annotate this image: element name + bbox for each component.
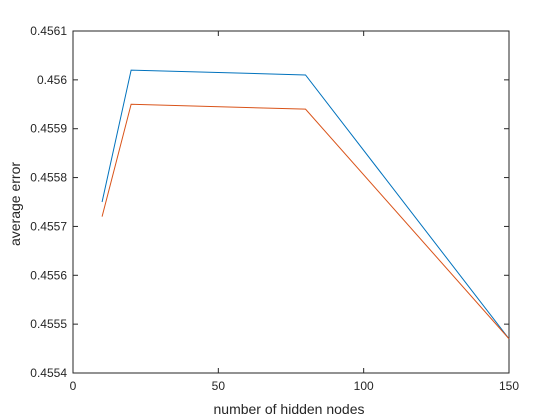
axes-box	[72, 30, 510, 374]
x-tick-label: 100	[354, 379, 374, 393]
y-axis-ticks: 0.4554 0.4555 0.4556 0.4557 0.4558 0.4559 0.45…	[30, 24, 509, 380]
series-line-2	[101, 103, 510, 340]
y-tick-label: 0.4559	[30, 122, 67, 136]
y-tick-label: 0.4554	[30, 366, 67, 380]
y-axis-label: average error	[7, 162, 23, 246]
y-tick-label: 0.4561	[30, 24, 67, 38]
x-tick-label: 0	[70, 379, 77, 393]
x-tick-label: 50	[212, 379, 226, 393]
series-layer	[101, 69, 510, 340]
y-tick-label: 0.456	[37, 73, 67, 87]
y-tick-label: 0.4557	[30, 219, 67, 233]
plot-area	[72, 30, 510, 374]
y-tick-label: 0.4558	[30, 171, 67, 185]
series-line-1	[101, 69, 510, 340]
y-tick-label: 0.4555	[30, 317, 67, 331]
x-tick-label: 150	[499, 379, 519, 393]
x-axis-label: number of hidden nodes	[214, 401, 365, 417]
x-axis-ticks: 0 50 100 150	[70, 31, 519, 393]
y-tick-label: 0.4556	[30, 268, 67, 282]
